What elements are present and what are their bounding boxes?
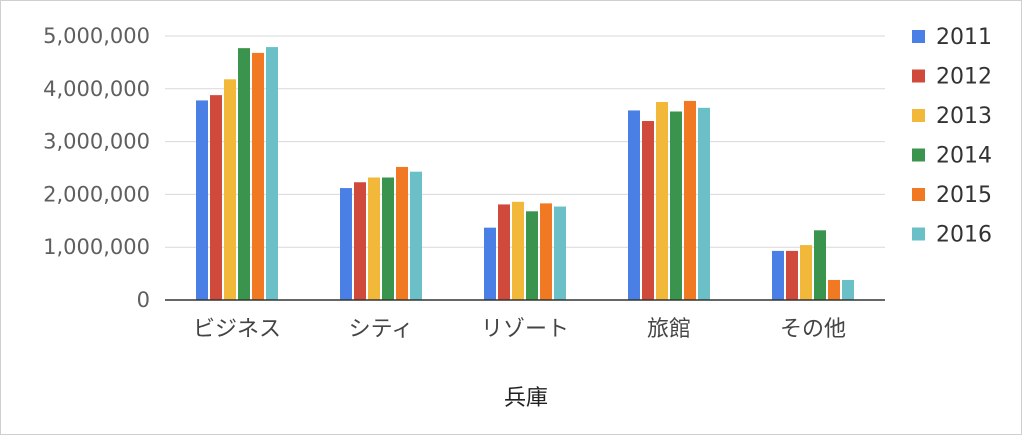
x-axis-label: 兵庫	[504, 386, 548, 411]
legend-swatch	[912, 30, 925, 43]
bars	[196, 47, 854, 301]
bar-2013-4	[800, 245, 812, 300]
bar-2012-2	[498, 204, 510, 300]
y-tick-label: 4,000,000	[43, 77, 150, 101]
legend-label: 2012	[936, 65, 992, 90]
x-category-label: ビジネス	[193, 317, 281, 342]
bar-2014-4	[814, 230, 826, 300]
legend-label: 2015	[936, 183, 992, 208]
x-category-label: シティ	[349, 317, 414, 342]
bar-2011-3	[628, 110, 640, 300]
bar-2011-4	[772, 250, 784, 300]
legend-label: 2011	[936, 25, 992, 50]
legend-swatch	[912, 148, 925, 162]
bar-2013-2	[512, 201, 524, 300]
y-tick-label: 0	[137, 288, 150, 312]
legend-label: 2016	[936, 223, 992, 248]
legend-swatch	[912, 109, 925, 122]
bar-2012-1	[354, 182, 366, 300]
bar-2012-4	[786, 250, 798, 300]
bar-2015-4	[828, 279, 840, 300]
bar-2015-0	[252, 52, 264, 301]
bar-2013-3	[656, 102, 668, 300]
bar-2016-3	[698, 107, 710, 300]
bar-2014-1	[382, 177, 394, 300]
y-tick-label: 2,000,000	[43, 182, 150, 206]
legend-label: 2013	[936, 104, 992, 129]
bar-2015-2	[540, 203, 552, 300]
x-category-label: その他	[780, 317, 846, 342]
legend-label: 2014	[936, 144, 992, 169]
bar-2016-2	[554, 206, 566, 300]
bar-2013-1	[368, 177, 380, 300]
legend: 2011 2012 2013 2014 2015 2016	[912, 25, 992, 248]
bar-2011-1	[340, 188, 352, 300]
y-tick-label: 1,000,000	[43, 235, 150, 259]
y-tick-label: 5,000,000	[43, 24, 150, 48]
bar-2011-2	[484, 227, 496, 300]
x-category-label: 旅館	[647, 317, 691, 342]
bar-2013-0	[224, 79, 236, 301]
bar-2014-2	[526, 211, 538, 300]
bar-2014-3	[670, 111, 682, 300]
x-axis-category-labels: ビジネス シティ リゾート 旅館 その他	[193, 317, 846, 342]
legend-swatch	[912, 227, 925, 241]
gridlines	[165, 35, 885, 248]
bar-2016-1	[410, 171, 422, 300]
bar-2016-0	[266, 47, 278, 301]
legend-swatch	[912, 69, 925, 83]
bar-2015-1	[396, 166, 408, 300]
x-category-label: リゾート	[481, 317, 569, 342]
bar-2012-0	[210, 95, 222, 300]
bar-2014-0	[238, 48, 250, 301]
bar-2015-3	[684, 100, 696, 300]
y-axis-tick-labels: 0 1,000,000 2,000,000 3,000,000 4,000,000 5,0…	[43, 24, 150, 312]
bar-2012-3	[642, 121, 654, 301]
bar-2011-0	[196, 100, 208, 300]
bar-2016-4	[842, 279, 854, 300]
legend-swatch	[912, 188, 925, 201]
y-tick-label: 3,000,000	[43, 130, 150, 154]
